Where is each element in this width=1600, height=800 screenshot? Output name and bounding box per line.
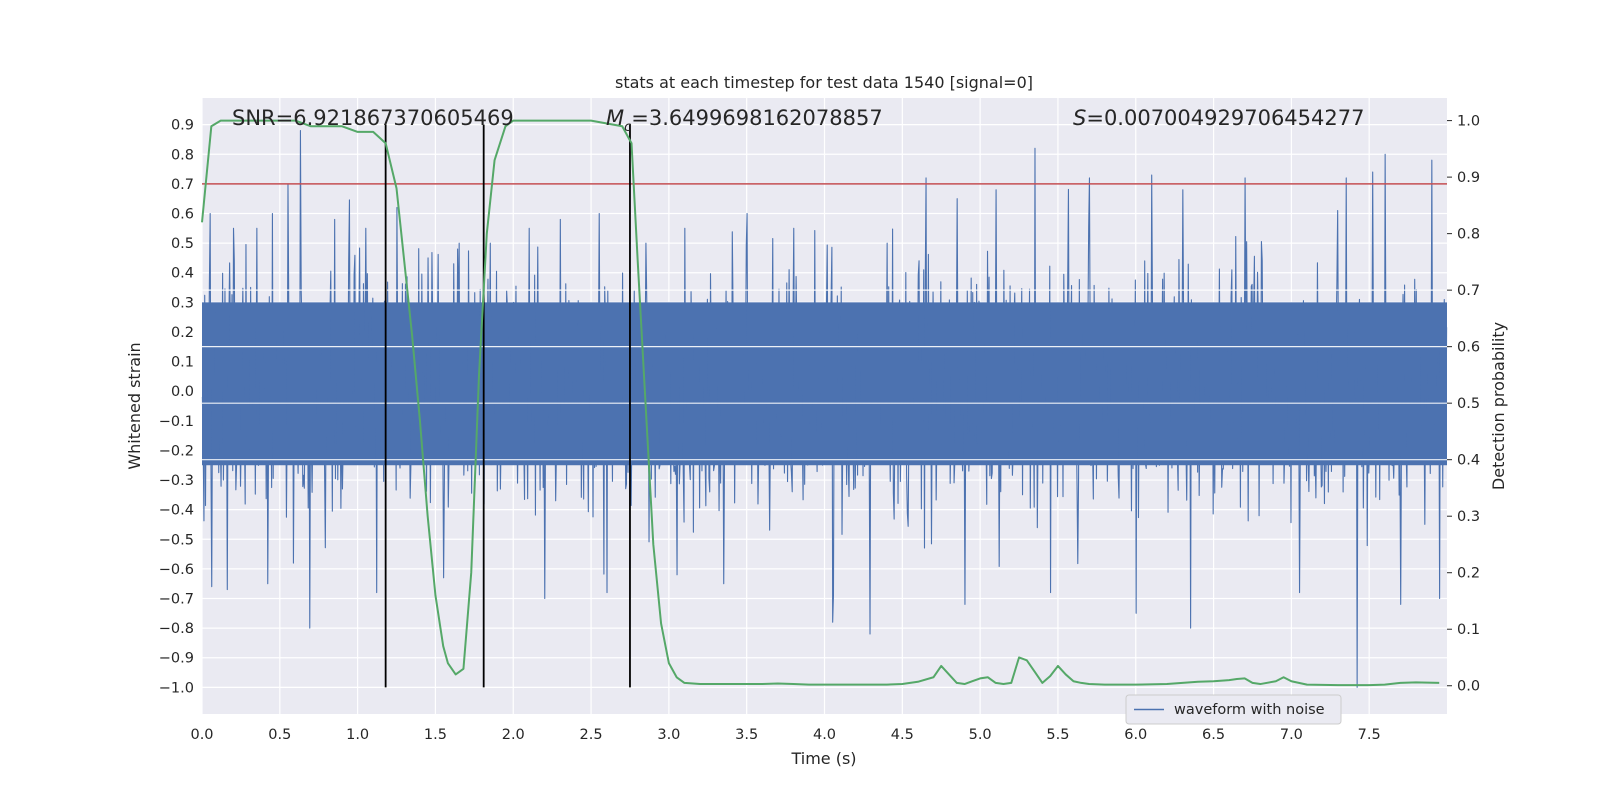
waveform-line bbox=[201, 130, 1448, 688]
y-left-tick-label: −0.7 bbox=[159, 592, 194, 608]
y-right-tick-label: 0.7 bbox=[1457, 283, 1480, 299]
y-left-tick-label: 0.3 bbox=[171, 295, 194, 311]
x-tick-label: 4.0 bbox=[813, 727, 836, 743]
y-right-tick-label: 1.0 bbox=[1457, 114, 1480, 130]
x-tick-label: 1.5 bbox=[424, 727, 447, 743]
snr-annotation: SNR=6.921867370605469 bbox=[232, 106, 514, 130]
y-right-tick-label: 0.5 bbox=[1457, 396, 1480, 412]
y-left-tick-label: 0.5 bbox=[171, 236, 194, 252]
y-right-tick-label: 0.0 bbox=[1457, 679, 1480, 695]
y-left-tick-label: 0.7 bbox=[171, 177, 194, 193]
x-tick-label: 5.5 bbox=[1046, 727, 1069, 743]
x-tick-labels: 0.0 0.5 1.0 1.5 2.0 2.5 3.0 3.5 4.0 4.5 5.0 5.5 6.0 6… bbox=[190, 727, 1380, 743]
x-tick-label: 7.0 bbox=[1280, 727, 1303, 743]
y-axis-left-label: Whitened strain bbox=[125, 342, 144, 469]
y-left-tick-label: −0.2 bbox=[159, 443, 194, 459]
probability-series bbox=[201, 119, 1440, 687]
chart-title: stats at each timestep for test data 154… bbox=[615, 73, 1033, 92]
y-left-tick-label: 0.0 bbox=[171, 384, 194, 400]
s-annotation: S=0.007004929706454277 bbox=[1073, 106, 1364, 130]
y-left-tick-label: −1.0 bbox=[159, 680, 194, 696]
legend-label-waveform: waveform with noise bbox=[1174, 702, 1325, 718]
s-symbol: S bbox=[1073, 106, 1086, 130]
y-left-tick-label: 0.6 bbox=[171, 207, 194, 223]
x-tick-label: 1.0 bbox=[346, 727, 369, 743]
x-tick-label: 7.5 bbox=[1358, 727, 1381, 743]
x-tick-label: 4.5 bbox=[891, 727, 914, 743]
x-axis-label: Time (s) bbox=[790, 749, 856, 768]
waveform-series bbox=[201, 130, 1448, 688]
y-right-tick-label: 0.2 bbox=[1457, 566, 1480, 582]
y-left-tick-label: −0.1 bbox=[159, 414, 194, 430]
vertical-markers bbox=[384, 124, 631, 688]
y-left-tick-label: −0.8 bbox=[159, 621, 194, 637]
y-right-tick-label: 0.1 bbox=[1457, 622, 1480, 638]
y-left-tick-label: −0.5 bbox=[159, 532, 194, 548]
x-tick-label: 3.0 bbox=[657, 727, 680, 743]
x-tick-label: 2.5 bbox=[580, 727, 603, 743]
y-left-tick-label: −0.3 bbox=[159, 473, 194, 489]
x-tick-label: 3.5 bbox=[735, 727, 758, 743]
y-left-tick-label: −0.6 bbox=[159, 562, 194, 578]
y-right-tick-label: 0.4 bbox=[1457, 453, 1480, 469]
chirp-mass-subscript: c bbox=[624, 120, 631, 135]
y-left-tick-label: 0.4 bbox=[171, 266, 194, 282]
chirp-mass-annotation: Mc=3.6499698162078857 bbox=[606, 106, 883, 135]
legend-box bbox=[1125, 694, 1342, 725]
y-right-tick-label: 0.3 bbox=[1457, 509, 1480, 525]
x-tick-label: 5.0 bbox=[969, 727, 992, 743]
x-tick-label: 2.0 bbox=[502, 727, 525, 743]
legend: waveform with noise bbox=[1125, 694, 1342, 725]
x-tick-label: 6.0 bbox=[1124, 727, 1147, 743]
x-tick-label: 6.5 bbox=[1202, 727, 1225, 743]
y-right-tick-label: 0.8 bbox=[1457, 227, 1480, 243]
y-left-tick-label: 0.2 bbox=[171, 325, 194, 341]
x-tick-label: 0.0 bbox=[190, 727, 213, 743]
y-left-tick-label: −0.4 bbox=[159, 503, 194, 519]
chirp-mass-value: =3.6499698162078857 bbox=[631, 106, 882, 130]
y-left-tick-label: 0.9 bbox=[171, 118, 194, 134]
y-left-tick-label: 0.8 bbox=[171, 147, 194, 163]
s-value: =0.007004929706454277 bbox=[1086, 106, 1364, 130]
y-left-tick-label: 0.1 bbox=[171, 355, 194, 371]
y-right-tick-labels: 1.0 0.9 0.8 0.7 0.6 0.5 0.4 0.3 0.2 0.1 0.0 bbox=[1447, 114, 1480, 695]
y-left-tick-labels: 0.9 0.8 0.7 0.6 0.5 0.4 0.3 0.2 0.1 0.0 −0.1 −0.2 −0… bbox=[159, 118, 194, 697]
y-axis-right-label: Detection probability bbox=[1489, 322, 1508, 490]
y-right-tick-label: 0.9 bbox=[1457, 170, 1480, 186]
y-right-tick-label: 0.6 bbox=[1457, 340, 1480, 356]
y-left-tick-label: −0.9 bbox=[159, 651, 194, 667]
x-tick-label: 0.5 bbox=[268, 727, 291, 743]
chirp-mass-symbol: M bbox=[606, 106, 624, 130]
probability-line bbox=[201, 119, 1440, 687]
